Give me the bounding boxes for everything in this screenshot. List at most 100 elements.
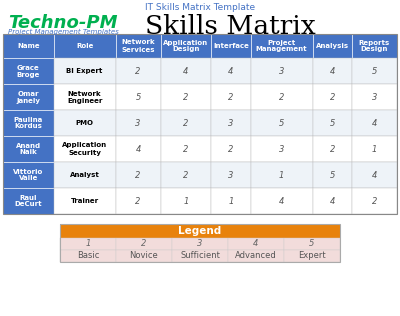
Bar	[60, 224, 340, 262]
Bar	[352, 162, 397, 188]
Bar	[54, 34, 116, 58]
Text: 5: 5	[372, 66, 377, 76]
Bar	[3, 162, 54, 188]
Text: 4: 4	[330, 197, 335, 205]
Bar	[284, 238, 340, 250]
Bar	[251, 110, 312, 136]
Bar	[211, 136, 251, 162]
Bar	[3, 58, 54, 84]
Text: 2: 2	[228, 93, 234, 101]
Text: 2: 2	[372, 197, 377, 205]
Text: Basic: Basic	[77, 252, 99, 260]
Text: 4: 4	[279, 197, 284, 205]
Text: Network
Services: Network Services	[121, 40, 155, 52]
Bar	[116, 238, 172, 250]
Text: Project Management Templates: Project Management Templates	[8, 29, 119, 35]
Bar	[352, 58, 397, 84]
Text: Application
Security: Application Security	[62, 143, 107, 155]
Text: 5: 5	[279, 118, 284, 127]
Text: 3: 3	[279, 144, 284, 154]
Text: Network
Engineer: Network Engineer	[67, 90, 102, 104]
Bar	[312, 84, 352, 110]
Bar	[60, 238, 116, 250]
Text: Advanced: Advanced	[235, 252, 277, 260]
Bar	[352, 136, 397, 162]
Bar	[211, 58, 251, 84]
Text: 3: 3	[135, 118, 141, 127]
Bar	[54, 110, 116, 136]
Text: 2: 2	[279, 93, 284, 101]
Text: Novice: Novice	[130, 252, 158, 260]
Bar	[211, 84, 251, 110]
Bar	[352, 84, 397, 110]
Text: Anand
Naik: Anand Naik	[16, 143, 41, 155]
Text: Project
Management: Project Management	[256, 40, 308, 52]
Text: Trainer: Trainer	[70, 198, 99, 204]
Bar	[211, 34, 251, 58]
Text: Expert: Expert	[298, 252, 326, 260]
Bar	[251, 136, 312, 162]
Text: PMO: PMO	[76, 120, 94, 126]
Bar	[160, 34, 211, 58]
Text: Name: Name	[17, 43, 40, 49]
Text: Analysis: Analysis	[316, 43, 349, 49]
Text: 1: 1	[228, 197, 234, 205]
Bar	[160, 136, 211, 162]
Bar	[312, 188, 352, 214]
Bar	[211, 188, 251, 214]
Text: Interface: Interface	[213, 43, 249, 49]
Text: 3: 3	[228, 118, 234, 127]
Bar	[3, 34, 397, 214]
Bar	[116, 250, 172, 262]
Text: 2: 2	[141, 240, 147, 248]
Text: 2: 2	[135, 66, 141, 76]
Bar	[3, 34, 54, 58]
Text: 5: 5	[135, 93, 141, 101]
Bar	[116, 110, 160, 136]
Bar	[3, 110, 54, 136]
Text: 1: 1	[183, 197, 189, 205]
Bar	[3, 84, 54, 110]
Bar	[284, 250, 340, 262]
Bar	[160, 84, 211, 110]
Bar	[54, 136, 116, 162]
Text: 2: 2	[183, 118, 189, 127]
Bar	[228, 250, 284, 262]
Text: Vittorio
Vaile: Vittorio Vaile	[13, 168, 44, 181]
Bar	[160, 58, 211, 84]
Text: IT Skills Matrix Template: IT Skills Matrix Template	[145, 3, 255, 12]
Text: 3: 3	[228, 171, 234, 179]
Bar	[251, 58, 312, 84]
Bar	[116, 136, 160, 162]
Bar	[172, 250, 228, 262]
Bar	[352, 34, 397, 58]
Text: Skills Matrix: Skills Matrix	[145, 14, 315, 39]
Text: Application
Design: Application Design	[163, 40, 208, 52]
Text: 3: 3	[372, 93, 377, 101]
Text: 4: 4	[253, 240, 259, 248]
Bar	[251, 34, 312, 58]
Text: Analyst: Analyst	[70, 172, 100, 178]
Text: 4: 4	[135, 144, 141, 154]
Text: 2: 2	[135, 197, 141, 205]
Bar	[312, 58, 352, 84]
Bar	[3, 188, 54, 214]
Text: 2: 2	[228, 144, 234, 154]
Bar	[352, 188, 397, 214]
Text: Paulina
Kordus: Paulina Kordus	[14, 117, 43, 130]
Text: Legend: Legend	[178, 226, 222, 236]
Text: 4: 4	[228, 66, 234, 76]
Bar	[251, 162, 312, 188]
Bar	[312, 110, 352, 136]
Bar	[116, 58, 160, 84]
Bar	[54, 84, 116, 110]
Text: 1: 1	[372, 144, 377, 154]
Text: 4: 4	[372, 171, 377, 179]
Bar	[160, 188, 211, 214]
Text: BI Expert: BI Expert	[66, 68, 103, 74]
Text: 4: 4	[330, 66, 335, 76]
Text: 5: 5	[330, 171, 335, 179]
Text: 1: 1	[279, 171, 284, 179]
Text: 2: 2	[183, 144, 189, 154]
Bar	[116, 188, 160, 214]
